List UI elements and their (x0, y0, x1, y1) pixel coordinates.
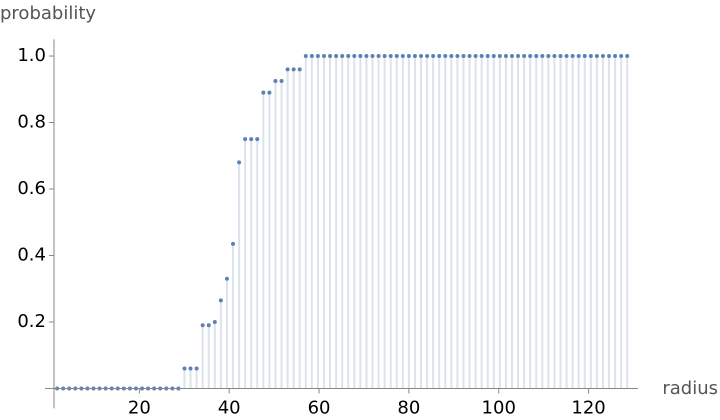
y-tick-label: 1.0 (17, 45, 46, 66)
point (576, 54, 581, 59)
point (607, 54, 612, 59)
point (231, 241, 236, 246)
point (237, 160, 242, 165)
point (558, 54, 563, 59)
point (528, 54, 533, 59)
point (534, 54, 539, 59)
point (309, 54, 314, 59)
point (455, 54, 460, 59)
point (540, 54, 545, 59)
y-tick-label: 0.8 (17, 112, 46, 133)
y-axis-label: probability (0, 3, 96, 24)
point (382, 54, 387, 59)
x-tick-label: 100 (482, 397, 516, 418)
point (400, 54, 405, 59)
point (588, 54, 593, 59)
point (291, 67, 296, 72)
point (406, 54, 411, 59)
point (267, 90, 272, 95)
point (570, 54, 575, 59)
point (200, 323, 205, 328)
point (509, 54, 514, 59)
point (346, 54, 351, 59)
point (491, 54, 496, 59)
point (328, 54, 333, 59)
x-tick-label: 20 (128, 397, 151, 418)
point (218, 298, 223, 303)
x-tick-label: 40 (218, 397, 241, 418)
point (613, 54, 618, 59)
point (273, 78, 278, 83)
x-tick-label: 80 (397, 397, 420, 418)
point (516, 54, 521, 59)
point (564, 54, 569, 59)
point (261, 90, 266, 95)
point (497, 54, 502, 59)
point (315, 54, 320, 59)
point (522, 54, 527, 59)
point (443, 54, 448, 59)
point (467, 54, 472, 59)
point (334, 54, 339, 59)
point (358, 54, 363, 59)
point (224, 276, 229, 281)
point (194, 366, 199, 371)
point (479, 54, 484, 59)
point (285, 67, 290, 72)
point (212, 319, 217, 324)
point (182, 366, 187, 371)
point (582, 54, 587, 59)
point (485, 54, 490, 59)
y-tick-label: 0.4 (17, 244, 46, 265)
point (449, 54, 454, 59)
point (352, 54, 357, 59)
point (255, 137, 260, 142)
point (394, 54, 399, 59)
point (412, 54, 417, 59)
x-tick-label: 120 (571, 397, 605, 418)
point (279, 78, 284, 83)
point (243, 137, 248, 142)
y-tick-label: 0.6 (17, 178, 46, 199)
point (376, 54, 381, 59)
point (437, 54, 442, 59)
point (188, 366, 193, 371)
point (600, 54, 605, 59)
point (619, 54, 624, 59)
point (625, 54, 630, 59)
point (461, 54, 466, 59)
point (340, 54, 345, 59)
y-tick-label: 0.2 (17, 311, 46, 332)
point (206, 323, 211, 328)
point (425, 54, 430, 59)
point (503, 54, 508, 59)
x-tick-label: 60 (308, 397, 331, 418)
point (321, 54, 326, 59)
x-axis-label: radius (662, 378, 718, 399)
point (249, 137, 254, 142)
point (303, 54, 308, 59)
point (594, 54, 599, 59)
point (388, 54, 393, 59)
point (419, 54, 424, 59)
point (297, 67, 302, 72)
point (546, 54, 551, 59)
point (370, 54, 375, 59)
point (473, 54, 478, 59)
point (552, 54, 557, 59)
point (431, 54, 436, 59)
point (364, 54, 369, 59)
